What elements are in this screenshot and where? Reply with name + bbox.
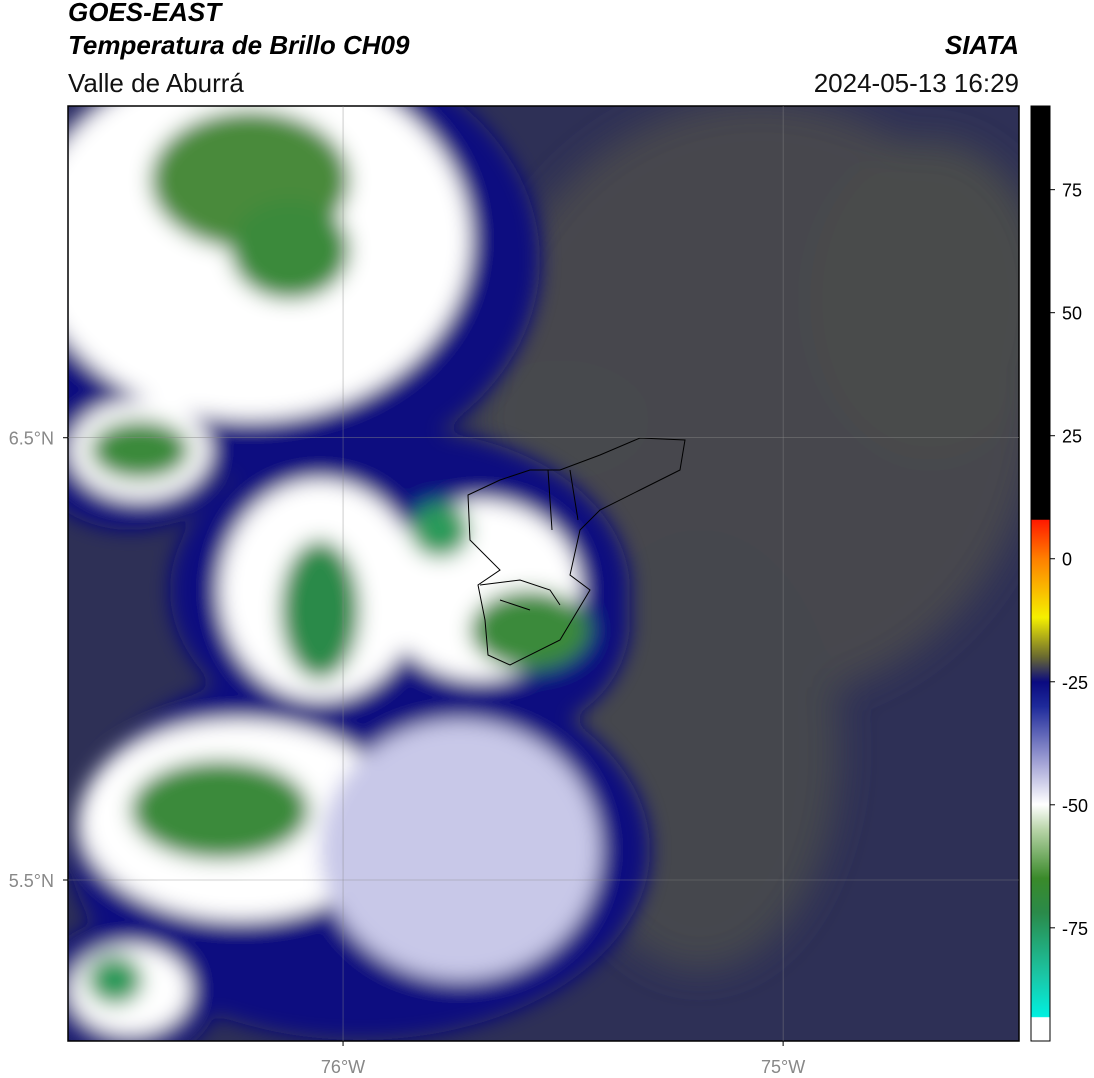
source: SIATA [945, 30, 1019, 60]
colorbar-tick-label: -25 [1062, 673, 1088, 693]
y-tick-label: 5.5°N [9, 871, 54, 891]
municipal-boundaries [467, 437, 686, 666]
location: Valle de Aburrá [68, 68, 244, 98]
timestamp: 2024-05-13 16:29 [814, 68, 1019, 98]
subtitle: Temperatura de Brillo CH09 [68, 30, 410, 60]
colorbar-tick-label: 0 [1062, 550, 1072, 570]
title: GOES-EAST [68, 0, 223, 27]
x-tick-label: 76°W [321, 1057, 365, 1077]
y-tick-label: 6.5°N [9, 429, 54, 449]
colorbar-tick-label: 50 [1062, 304, 1082, 324]
colorbar-tick-label: -75 [1062, 919, 1088, 939]
x-tick-label: 75°W [761, 1057, 805, 1077]
map-image [68, 106, 1019, 1041]
colorbar-tick-label: -50 [1062, 796, 1088, 816]
colorbar [1030, 105, 1051, 1042]
colorbar-tick-label: 75 [1062, 181, 1082, 201]
colorbar-tick-label: 25 [1062, 427, 1082, 447]
map-frame [67, 105, 1020, 1042]
